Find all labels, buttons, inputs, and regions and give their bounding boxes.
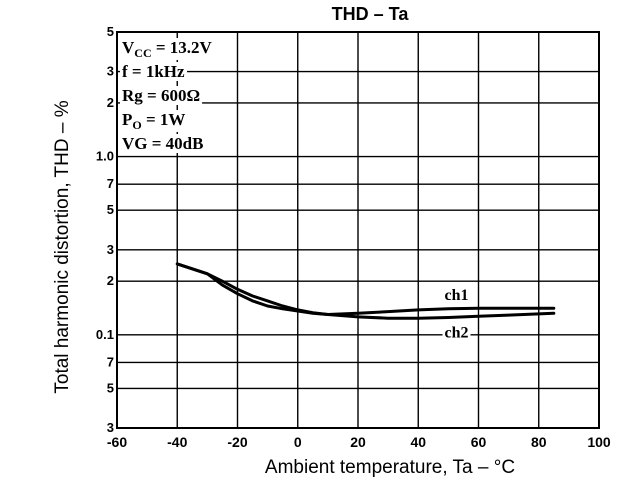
y-tick-label: 3 [107,64,114,79]
y-axis-label: Total harmonic distortion, THD – % [52,100,73,393]
y-tick-label: 0.1 [96,327,114,342]
y-tick-label: 7 [107,354,114,369]
x-tick-label: 80 [531,434,547,450]
condition-background [120,86,203,105]
y-tick-label: 5 [107,380,114,395]
condition-line: PO = 1W [122,110,185,132]
x-tick-label: 40 [410,434,426,450]
condition-line: f = 1kHz [122,62,185,81]
condition-line: VG = 40dB [122,134,203,153]
x-tick-label: 100 [587,434,611,450]
x-tick-label: -20 [227,434,247,450]
y-tick-label: 3 [107,420,114,435]
series-label-ch2: ch2 [445,324,469,341]
data-series: ch1 ch2 [175,262,556,342]
condition-line: Rg = 600Ω [122,86,200,105]
x-tick-label: 20 [350,434,366,450]
y-tick-label: 2 [107,273,114,288]
test-conditions: VCC = 13.2V f = 1kHz Rg = 600Ω PO = 1W VG = … [120,38,215,153]
x-tick-label: 0 [294,434,302,450]
chart-title: THD – Ta [332,4,410,24]
x-tick-label: -40 [167,434,187,450]
y-tick-label: 5 [107,202,114,217]
y-tick-label: 3 [107,242,114,257]
series-label-ch1: ch1 [445,287,469,304]
x-tick-labels: -60 -40 -20 0 20 40 60 80 100 [107,434,611,450]
x-tick-label: -60 [107,434,127,450]
y-tick-label: 1.0 [96,149,114,164]
plot-frame [116,31,600,429]
condition-background [120,134,206,153]
condition-line: VCC = 13.2V [122,38,213,60]
y-tick-labels: 5 3 2 1.0 7 5 3 2 0.1 7 5 3 [96,24,114,435]
condition-background [120,62,188,81]
series-label-background [442,287,471,305]
x-tick-label: 60 [471,434,487,450]
grid-lines [117,32,599,428]
y-tick-label: 5 [107,24,114,39]
y-tick-label: 7 [107,176,114,191]
series-label-background [442,324,471,342]
condition-background [120,38,215,60]
condition-background [120,110,188,132]
y-tick-label: 2 [107,95,114,110]
x-axis-label: Ambient temperature, Ta – °C [265,457,515,478]
series-line-ch2 [175,262,556,320]
